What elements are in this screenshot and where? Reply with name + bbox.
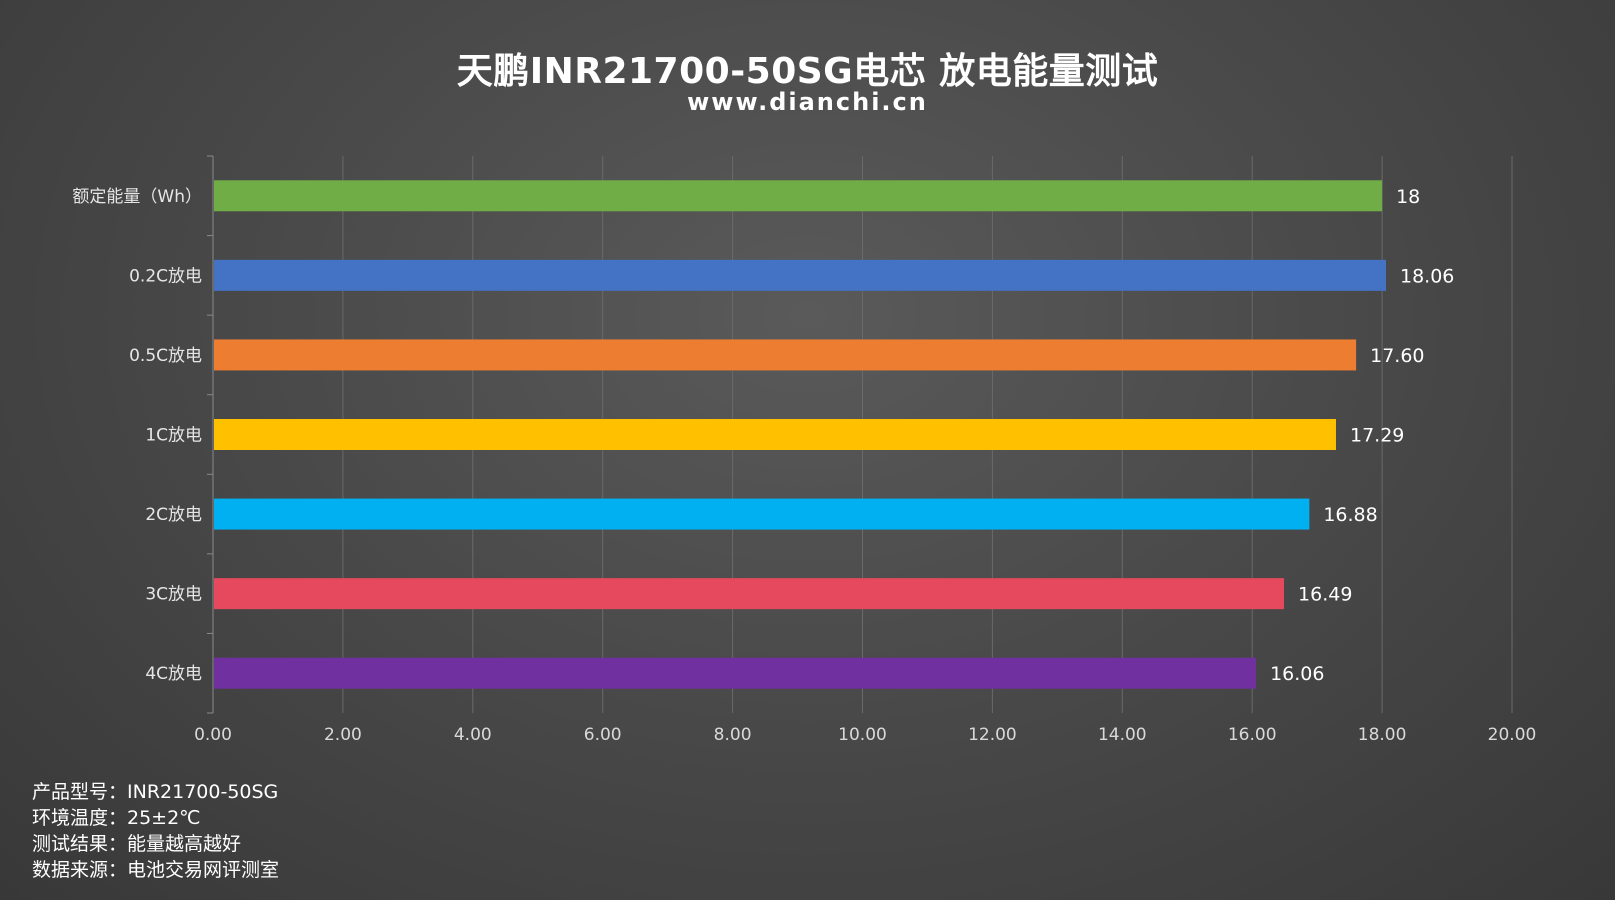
x-tick-label: 14.00 xyxy=(1098,725,1147,745)
footnotes: 产品型号：INR21700-50SG 环境温度：25±2℃ 测试结果：能量越高越… xyxy=(32,779,279,883)
x-tick-label: 16.00 xyxy=(1228,725,1277,745)
value-labels: 18 18.06 17.60 17.29 16.88 16.49 16.06 xyxy=(1270,186,1454,685)
category-label: 4C放电 xyxy=(145,664,202,684)
bar xyxy=(214,578,1285,610)
note-source: 数据来源：电池交易网评测室 xyxy=(32,859,280,881)
category-label: 3C放电 xyxy=(145,585,202,605)
x-tick-label: 12.00 xyxy=(968,725,1017,745)
category-label: 0.2C放电 xyxy=(129,266,202,286)
x-tick-label: 4.00 xyxy=(454,725,492,745)
note-model: 产品型号：INR21700-50SG xyxy=(32,781,279,803)
x-tick-label: 10.00 xyxy=(838,725,887,745)
category-label: 2C放电 xyxy=(145,505,202,525)
y-axis xyxy=(207,155,214,714)
value-label: 17.29 xyxy=(1350,425,1404,447)
note-result: 测试结果：能量越高越好 xyxy=(32,833,242,855)
value-label: 16.06 xyxy=(1270,663,1324,685)
bars xyxy=(214,180,1386,689)
x-tick-label: 20.00 xyxy=(1488,725,1537,745)
x-tick-label: 6.00 xyxy=(584,725,622,745)
category-label: 0.5C放电 xyxy=(129,346,202,366)
x-tick-label: 0.00 xyxy=(194,725,232,745)
bar xyxy=(214,339,1357,371)
category-label: 额定能量（Wh） xyxy=(72,187,202,207)
x-tick-label: 8.00 xyxy=(714,725,752,745)
bar xyxy=(214,498,1310,530)
x-tick-labels: 0.00 2.00 4.00 6.00 8.00 10.00 12.00 14.00 16.00… xyxy=(194,725,1536,745)
chart-title: 天鹏INR21700-50SG电芯 放电能量测试 xyxy=(456,51,1159,92)
note-temperature: 环境温度：25±2℃ xyxy=(32,807,201,829)
value-label: 18 xyxy=(1396,186,1420,208)
category-labels: 额定能量（Wh） 0.2C放电 0.5C放电 1C放电 2C放电 3C放电 4C放电 xyxy=(72,187,202,684)
value-label: 17.60 xyxy=(1370,345,1424,367)
bar xyxy=(214,259,1386,291)
value-label: 16.88 xyxy=(1323,504,1377,526)
x-tick-label: 2.00 xyxy=(324,725,362,745)
category-label: 1C放电 xyxy=(145,426,202,446)
x-tick-label: 18.00 xyxy=(1358,725,1407,745)
bar xyxy=(214,657,1257,689)
chart-subtitle: www.dianchi.cn xyxy=(687,88,928,116)
value-label: 16.49 xyxy=(1298,584,1352,606)
bar xyxy=(214,180,1383,212)
bar xyxy=(214,419,1336,450)
value-label: 18.06 xyxy=(1400,265,1454,287)
